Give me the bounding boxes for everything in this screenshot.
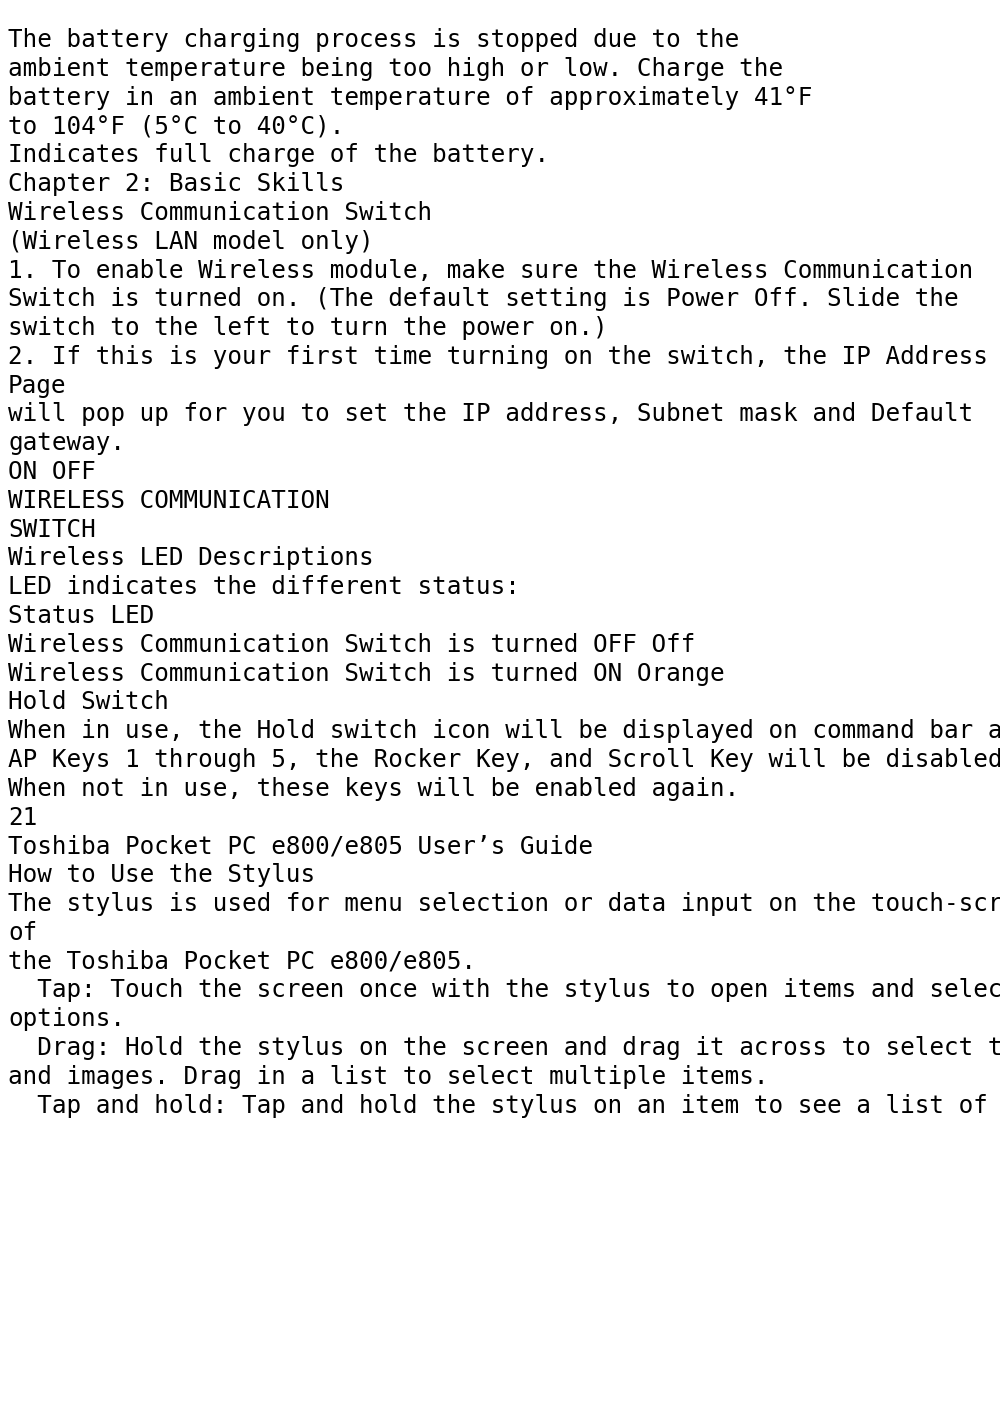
Text: LED indicates the different status:: LED indicates the different status: <box>8 576 520 600</box>
Text: Switch is turned on. (The default setting is Power Off. Slide the: Switch is turned on. (The default settin… <box>8 287 959 311</box>
Text: of: of <box>8 921 37 945</box>
Text: options.: options. <box>8 1007 125 1031</box>
Text: battery in an ambient temperature of approximately 41°F: battery in an ambient temperature of app… <box>8 86 812 110</box>
Text: Wireless Communication Switch is turned OFF Off: Wireless Communication Switch is turned … <box>8 632 695 656</box>
Text: Wireless Communication Switch is turned ON Orange: Wireless Communication Switch is turned … <box>8 662 725 686</box>
Text: will pop up for you to set the IP address, Subnet mask and Default: will pop up for you to set the IP addres… <box>8 403 973 427</box>
Text: to 104°F (5°C to 40°C).: to 104°F (5°C to 40°C). <box>8 114 344 138</box>
Text: and images. Drag in a list to select multiple items.: and images. Drag in a list to select mul… <box>8 1064 768 1088</box>
Text: switch to the left to turn the power on.): switch to the left to turn the power on.… <box>8 315 608 341</box>
Text: Hold Switch: Hold Switch <box>8 690 169 714</box>
Text: WIRELESS COMMUNICATION: WIRELESS COMMUNICATION <box>8 489 330 513</box>
Text: gateway.: gateway. <box>8 431 125 455</box>
Text: Chapter 2: Basic Skills: Chapter 2: Basic Skills <box>8 172 344 196</box>
Text: Drag: Hold the stylus on the screen and drag it across to select text: Drag: Hold the stylus on the screen and … <box>8 1036 1000 1060</box>
Text: SWITCH: SWITCH <box>8 518 96 542</box>
Text: Tap and hold: Tap and hold the stylus on an item to see a list of: Tap and hold: Tap and hold the stylus on… <box>8 1094 988 1118</box>
Text: How to Use the Stylus: How to Use the Stylus <box>8 863 315 887</box>
Text: ON OFF: ON OFF <box>8 460 96 484</box>
Text: 21: 21 <box>8 805 37 829</box>
Text: Status LED: Status LED <box>8 604 154 628</box>
Text: (Wireless LAN model only): (Wireless LAN model only) <box>8 230 374 253</box>
Text: the Toshiba Pocket PC e800/e805.: the Toshiba Pocket PC e800/e805. <box>8 949 476 973</box>
Text: Wireless LED Descriptions: Wireless LED Descriptions <box>8 546 374 570</box>
Text: The battery charging process is stopped due to the: The battery charging process is stopped … <box>8 28 739 52</box>
Text: When in use, the Hold switch icon will be displayed on command bar and: When in use, the Hold switch icon will b… <box>8 719 1000 743</box>
Text: ambient temperature being too high or low. Charge the: ambient temperature being too high or lo… <box>8 56 783 80</box>
Text: Page: Page <box>8 373 66 397</box>
Text: AP Keys 1 through 5, the Rocker Key, and Scroll Key will be disabled.: AP Keys 1 through 5, the Rocker Key, and… <box>8 748 1000 772</box>
Text: 1. To enable Wireless module, make sure the Wireless Communication: 1. To enable Wireless module, make sure … <box>8 259 973 283</box>
Text: Tap: Touch the screen once with the stylus to open items and select: Tap: Touch the screen once with the styl… <box>8 979 1000 1002</box>
Text: Toshiba Pocket PC e800/e805 User’s Guide: Toshiba Pocket PC e800/e805 User’s Guide <box>8 835 593 859</box>
Text: Wireless Communication Switch: Wireless Communication Switch <box>8 201 432 225</box>
Text: Indicates full charge of the battery.: Indicates full charge of the battery. <box>8 144 549 168</box>
Text: The stylus is used for menu selection or data input on the touch-screen: The stylus is used for menu selection or… <box>8 891 1000 917</box>
Text: 2. If this is your first time turning on the switch, the IP Address: 2. If this is your first time turning on… <box>8 345 988 369</box>
Text: When not in use, these keys will be enabled again.: When not in use, these keys will be enab… <box>8 777 739 801</box>
